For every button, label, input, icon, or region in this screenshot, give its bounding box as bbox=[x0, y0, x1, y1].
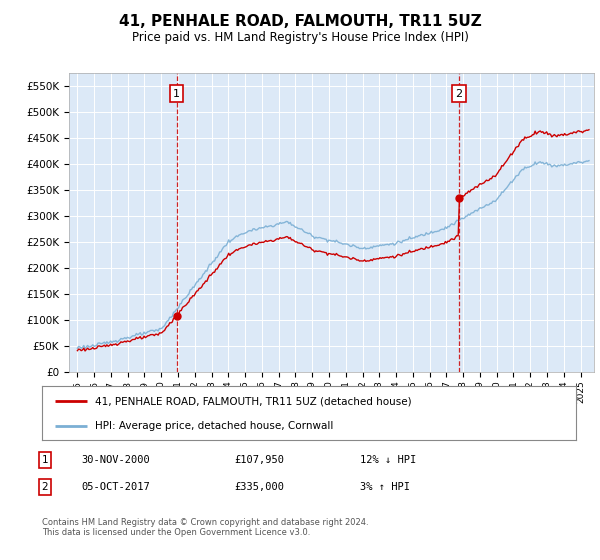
Text: 05-OCT-2017: 05-OCT-2017 bbox=[81, 482, 150, 492]
Text: £107,950: £107,950 bbox=[234, 455, 284, 465]
Text: Price paid vs. HM Land Registry's House Price Index (HPI): Price paid vs. HM Land Registry's House … bbox=[131, 31, 469, 44]
Text: 1: 1 bbox=[41, 455, 49, 465]
Text: 41, PENHALE ROAD, FALMOUTH, TR11 5UZ (detached house): 41, PENHALE ROAD, FALMOUTH, TR11 5UZ (de… bbox=[95, 396, 412, 407]
Text: 2: 2 bbox=[41, 482, 49, 492]
Text: 41, PENHALE ROAD, FALMOUTH, TR11 5UZ: 41, PENHALE ROAD, FALMOUTH, TR11 5UZ bbox=[119, 14, 481, 29]
Text: 3% ↑ HPI: 3% ↑ HPI bbox=[360, 482, 410, 492]
Text: Contains HM Land Registry data © Crown copyright and database right 2024.
This d: Contains HM Land Registry data © Crown c… bbox=[42, 518, 368, 538]
Text: £335,000: £335,000 bbox=[234, 482, 284, 492]
Text: HPI: Average price, detached house, Cornwall: HPI: Average price, detached house, Corn… bbox=[95, 421, 334, 431]
Text: 2: 2 bbox=[455, 89, 463, 99]
Text: 12% ↓ HPI: 12% ↓ HPI bbox=[360, 455, 416, 465]
Text: 30-NOV-2000: 30-NOV-2000 bbox=[81, 455, 150, 465]
Text: 1: 1 bbox=[173, 89, 180, 99]
